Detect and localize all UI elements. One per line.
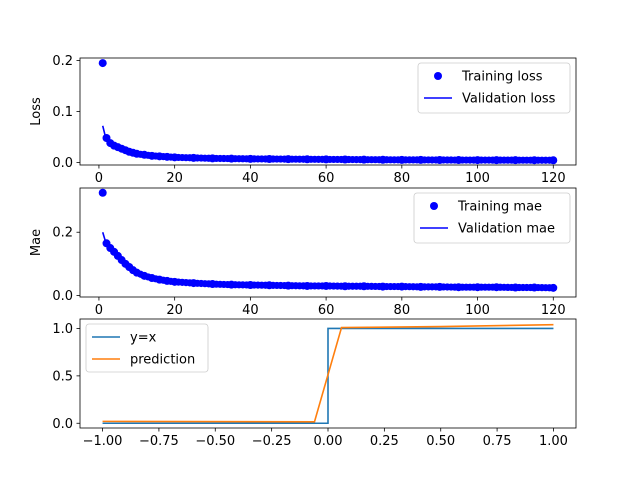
x-tick-label: 0.00 xyxy=(314,434,343,449)
y-axis-label: Loss xyxy=(29,97,44,126)
x-tick-label: −0.75 xyxy=(139,434,179,449)
series-validation-mae xyxy=(101,232,554,289)
y-tick-label: 0.1 xyxy=(52,105,73,120)
data-point xyxy=(98,59,107,68)
y-tick-label: 0.0 xyxy=(52,417,73,432)
x-tick-label: 1.00 xyxy=(539,434,568,449)
x-tick-label: 120 xyxy=(541,171,566,186)
y-tick-label: 0.0 xyxy=(52,289,73,304)
x-tick-label: 40 xyxy=(242,303,259,318)
legend-label: y=x xyxy=(130,331,157,346)
legend-label: Validation loss xyxy=(462,92,556,107)
legend: Training loss Validation loss xyxy=(417,62,571,114)
x-tick-label: 20 xyxy=(166,171,183,186)
x-tick-label: −1.00 xyxy=(83,434,123,449)
y-axis-label: Mae xyxy=(29,229,44,256)
x-tick-label: 0.50 xyxy=(426,434,455,449)
series-validation-loss xyxy=(101,125,554,162)
subplot-3: −1.00 −0.75 −0.50 −0.25 0.00 0.25 0.50 0.75 1.00… xyxy=(52,318,577,449)
x-tick-label: −0.25 xyxy=(252,434,292,449)
legend-marker xyxy=(434,72,442,80)
x-tick-label: 0.25 xyxy=(370,434,399,449)
legend-label: prediction xyxy=(130,353,195,368)
legend-frame xyxy=(417,62,571,114)
series-line xyxy=(101,232,554,289)
legend: y=x prediction xyxy=(85,323,209,373)
y-tick-label: 0.2 xyxy=(52,54,73,69)
x-tick-label: 100 xyxy=(465,171,490,186)
y-tick-label: 0.5 xyxy=(52,369,73,384)
x-tick-label: 100 xyxy=(465,303,490,318)
series-line xyxy=(102,323,554,423)
series-prediction xyxy=(102,323,554,423)
subplot-1: 0 20 40 60 80 100 120 0.0 0.1 0.2 Loss Training los… xyxy=(29,54,577,186)
x-tick-label: −0.50 xyxy=(195,434,235,449)
legend-marker xyxy=(430,202,438,210)
x-tick-label: 60 xyxy=(318,303,335,318)
legend-label: Validation mae xyxy=(458,222,555,237)
subplot-2: 0 20 40 60 80 100 120 0.0 0.2 Mae Training mae Vali… xyxy=(29,187,577,318)
x-tick-label: 80 xyxy=(394,171,411,186)
x-tick-label: 40 xyxy=(242,171,259,186)
legend: Training mae Validation mae xyxy=(413,192,571,244)
x-tick-label: 0 xyxy=(95,303,103,318)
legend-label: Training mae xyxy=(457,200,542,215)
x-tick-label: 0 xyxy=(95,171,103,186)
x-tick-label: 60 xyxy=(318,171,335,186)
data-point xyxy=(98,188,107,197)
series-line xyxy=(101,125,554,162)
y-tick-label: 0.2 xyxy=(52,226,73,241)
x-tick-label: 120 xyxy=(541,303,566,318)
axes-frame xyxy=(79,187,577,298)
legend-label: Training loss xyxy=(461,70,543,85)
x-tick-label: 80 xyxy=(394,303,411,318)
legend-frame xyxy=(413,192,571,244)
x-tick-label: 0.75 xyxy=(483,434,512,449)
y-tick-label: 1.0 xyxy=(52,322,73,337)
y-tick-label: 0.0 xyxy=(52,156,73,171)
legend-frame xyxy=(85,323,209,373)
x-tick-label: 20 xyxy=(166,303,183,318)
